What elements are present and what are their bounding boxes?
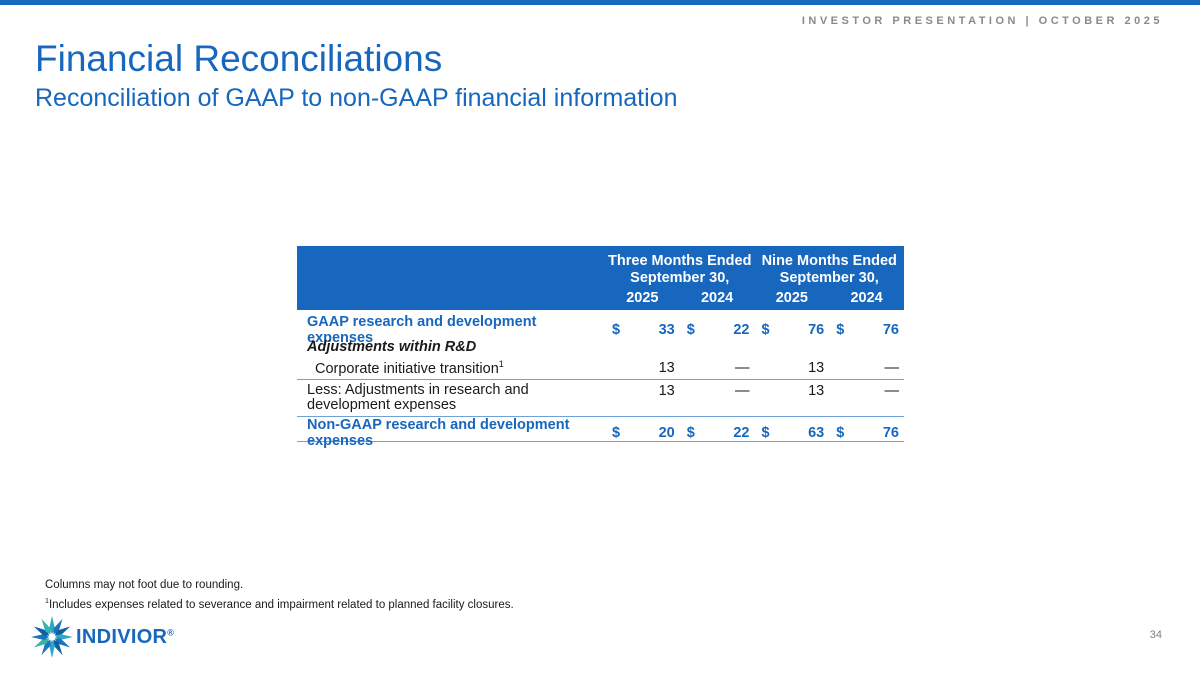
currency-symbol: $ <box>612 322 621 338</box>
value-cell: $ 33 <box>605 322 680 338</box>
footnotes: Columns may not foot due to rounding. 1I… <box>45 578 514 613</box>
value-number: — <box>735 383 750 399</box>
currency-symbol: $ <box>686 322 695 338</box>
row-label: Corporate initiative transition1 <box>297 359 605 377</box>
currency-symbol: $ <box>836 322 845 338</box>
value-cell: — <box>829 360 904 376</box>
year-header: 2025 <box>775 290 808 306</box>
year-header: 2024 <box>700 290 734 306</box>
value-cell: $ 76 <box>829 322 904 338</box>
value-number: — <box>884 383 900 399</box>
footnote-text: Includes expenses related to severance a… <box>48 598 514 611</box>
table-body: GAAP research and development expenses $… <box>297 314 904 449</box>
value-number: 22 <box>733 425 750 441</box>
page-title: Financial Reconciliations <box>35 38 443 79</box>
value-number: 13 <box>658 383 675 399</box>
year-header: 2024 <box>850 290 883 306</box>
label-column-spacer <box>297 253 605 287</box>
col-group-line2: September 30, <box>630 270 730 286</box>
value-number: — <box>735 360 750 376</box>
value-cell: — <box>680 380 755 399</box>
currency-symbol: $ <box>761 322 770 338</box>
col-group-nine-months: Nine Months Ended September 30, <box>755 253 905 287</box>
company-logo-text: INDIVIOR® <box>76 626 174 649</box>
col-group-line1: Three Months Ended <box>608 253 752 269</box>
footnote-marker: 1 <box>45 596 49 605</box>
value-cell: $ 76 <box>829 425 904 441</box>
table-row-gaap-rd-expenses: GAAP research and development expenses $… <box>297 314 904 346</box>
value-number: 76 <box>882 425 899 441</box>
table-row-adjustments-heading: Adjustments within R&D <box>297 337 904 357</box>
presentation-eyebrow: INVESTOR PRESENTATION | OCTOBER 2025 <box>801 15 1163 27</box>
value-number: 76 <box>882 322 899 338</box>
col-group-line1: Nine Months Ended <box>761 253 897 269</box>
top-accent-bar <box>0 0 1200 5</box>
col-group-line2: September 30, <box>779 270 879 286</box>
logo-wordmark: INDIVIOR <box>76 625 168 648</box>
value-cell: $ 63 <box>755 425 830 441</box>
year-header: 2025 <box>626 290 659 306</box>
value-number: 20 <box>658 425 675 441</box>
value-number: 63 <box>808 425 825 441</box>
value-cell: $ 22 <box>680 425 755 441</box>
indivior-starburst-icon <box>31 616 73 658</box>
value-number: 22 <box>733 322 750 338</box>
col-group-three-months: Three Months Ended September 30, <box>605 253 755 287</box>
currency-symbol: $ <box>612 425 621 441</box>
value-number: 33 <box>658 322 675 338</box>
value-number: 13 <box>808 360 825 376</box>
currency-symbol: $ <box>686 425 695 441</box>
value-number: 13 <box>808 383 825 399</box>
table-row-corporate-initiative: Corporate initiative transition1 13 — 13… <box>297 357 904 380</box>
value-cell: $ 20 <box>605 425 680 441</box>
value-number: 13 <box>658 360 675 376</box>
footnote-marker: 1 <box>498 359 504 370</box>
company-logo: INDIVIOR® <box>30 613 174 661</box>
table-row-less-adjustments: Less: Adjustments in research and develo… <box>297 380 904 417</box>
row-label-text: Corporate initiative transition <box>315 360 499 377</box>
value-cell: 13 <box>605 380 680 399</box>
table-header: Three Months Ended September 30, Nine Mo… <box>297 246 904 310</box>
currency-symbol: $ <box>836 425 845 441</box>
value-cell: 13 <box>605 360 680 376</box>
registered-trademark: ® <box>167 626 175 637</box>
row-label: Non-GAAP research and development expens… <box>307 417 570 449</box>
value-cell: — <box>829 380 904 399</box>
row-label: Adjustments within R&D <box>307 339 477 355</box>
value-cell: 13 <box>755 380 830 399</box>
value-cell: $ 76 <box>755 322 830 338</box>
footnote-rounding: Columns may not foot due to rounding. <box>45 579 244 591</box>
value-cell: 13 <box>755 360 830 376</box>
row-label: GAAP research and development expenses <box>307 314 537 346</box>
page-subtitle: Reconciliation of GAAP to non-GAAP finan… <box>35 84 678 112</box>
reconciliation-table: Three Months Ended September 30, Nine Mo… <box>297 246 904 449</box>
value-number: — <box>884 360 900 376</box>
label-column-spacer <box>297 290 605 306</box>
page-number: 34 <box>1149 629 1162 641</box>
row-label: Less: Adjustments in research and develo… <box>307 382 529 413</box>
value-cell: — <box>680 360 755 376</box>
currency-symbol: $ <box>761 425 770 441</box>
value-number: 76 <box>808 322 825 338</box>
value-cell: $ 22 <box>680 322 755 338</box>
table-row-non-gaap-rd-expenses: Non-GAAP research and development expens… <box>297 417 904 449</box>
footnote-severance: 1Includes expenses related to severance … <box>45 594 514 613</box>
